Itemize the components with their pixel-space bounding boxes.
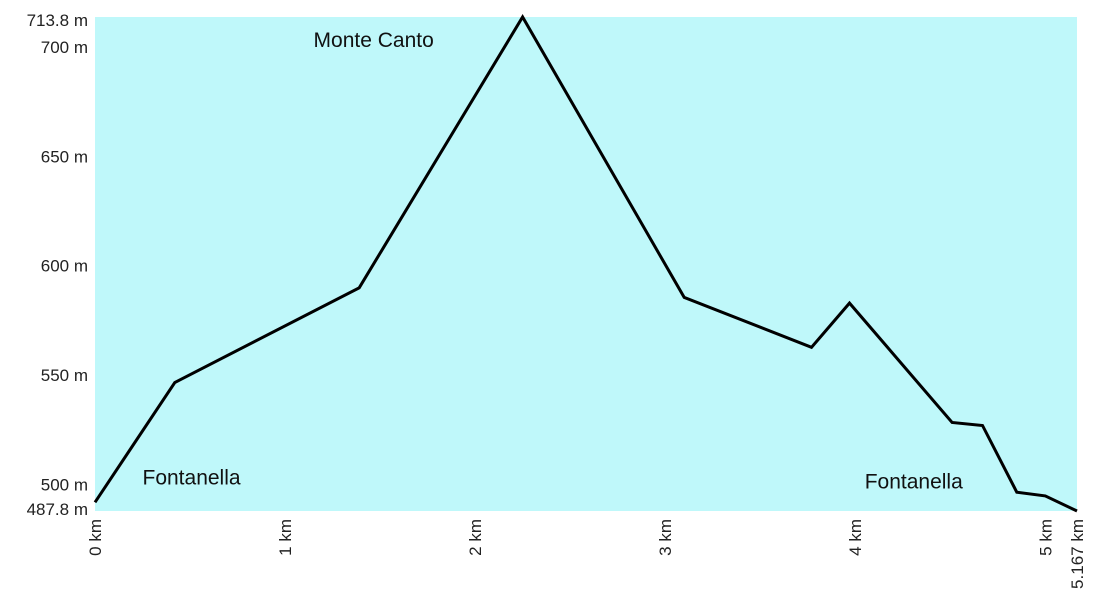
y-axis-tick-labels: 713.8 m 700 m 650 m 600 m 550 m 500 m 487.8 m xyxy=(27,11,88,519)
elevation-line xyxy=(93,14,1078,513)
x-tick-label: 1 km xyxy=(276,519,295,556)
x-axis-tick-labels: 0 km 1 km 2 km 3 km 4 km 5 km 5.167 km xyxy=(86,519,1087,589)
x-tick-label: 0 km xyxy=(86,519,105,556)
y-tick-label: 700 m xyxy=(41,38,88,57)
place-label: Fontanella xyxy=(865,471,963,494)
plot-background xyxy=(95,17,1077,511)
y-tick-label: 600 m xyxy=(41,257,88,276)
elevation-series xyxy=(93,14,1078,513)
y-tick-label: 500 m xyxy=(41,475,88,494)
x-tick-label: 2 km xyxy=(466,519,485,556)
x-tick-label: 3 km xyxy=(656,519,675,556)
place-label: Fontanella xyxy=(143,466,241,489)
x-tick-label: 5 km xyxy=(1036,519,1055,556)
place-label: Monte Canto xyxy=(314,29,434,52)
y-tick-label: 487.8 m xyxy=(27,500,88,519)
y-tick-label: 650 m xyxy=(41,147,88,166)
y-tick-label: 713.8 m xyxy=(27,11,88,30)
y-tick-label: 550 m xyxy=(41,366,88,385)
x-tick-label: 4 km xyxy=(846,519,865,556)
place-annotations: Fontanella Monte Canto Fontanella xyxy=(143,29,964,494)
x-tick-label: 5.167 km xyxy=(1068,519,1087,589)
